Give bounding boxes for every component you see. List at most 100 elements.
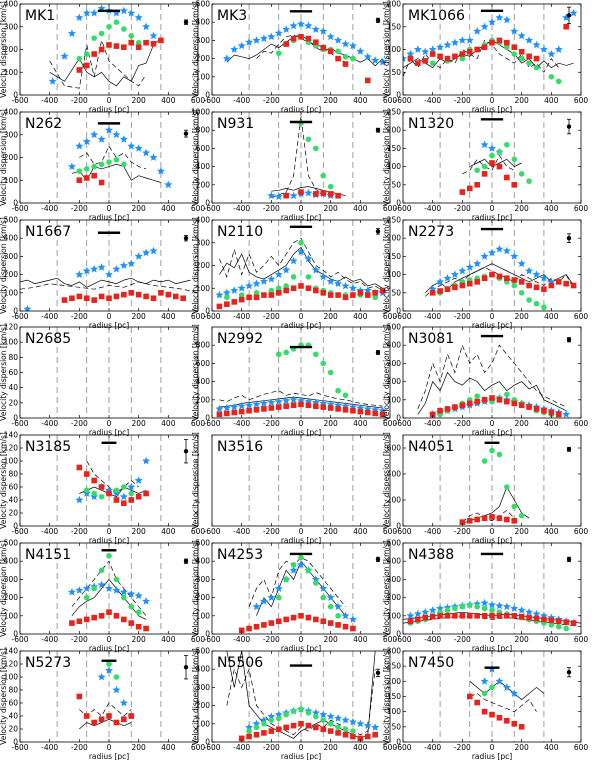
y-tick-label: 800 bbox=[196, 126, 211, 135]
star-point bbox=[517, 259, 526, 268]
dashed-line bbox=[49, 39, 147, 89]
y-tick-label: 120 bbox=[4, 323, 19, 332]
x-tick-label: 600 bbox=[574, 743, 589, 752]
square-point bbox=[313, 191, 319, 197]
square-point bbox=[459, 189, 466, 195]
star-point bbox=[502, 683, 511, 691]
circle-point bbox=[83, 51, 90, 57]
y-tick-label: 60 bbox=[8, 368, 18, 377]
square-point bbox=[563, 280, 569, 287]
star-point bbox=[458, 266, 467, 275]
square-point bbox=[429, 290, 436, 296]
y-tick-label: 400 bbox=[4, 557, 19, 566]
square-point bbox=[335, 406, 341, 412]
x-tick-label: -400 bbox=[233, 419, 250, 428]
y-tick-label: 500 bbox=[4, 539, 19, 548]
y-tick-label: 400 bbox=[4, 0, 19, 9]
square-point bbox=[555, 411, 562, 418]
star-point bbox=[245, 723, 254, 731]
y-tick-label: 400 bbox=[196, 162, 211, 171]
circle-point bbox=[113, 19, 120, 26]
circle-point bbox=[555, 623, 562, 630]
square-point bbox=[320, 290, 327, 296]
square-point bbox=[481, 275, 488, 282]
square-point bbox=[69, 620, 75, 626]
square-point bbox=[83, 295, 90, 302]
circle-point bbox=[313, 351, 319, 358]
circle-point bbox=[474, 393, 480, 399]
circle-point bbox=[268, 717, 275, 723]
star-point bbox=[502, 602, 511, 611]
x-tick-label: 600 bbox=[383, 635, 398, 644]
square-point bbox=[342, 61, 349, 67]
star-point bbox=[341, 281, 350, 290]
error-bar-point bbox=[375, 557, 381, 562]
star-point bbox=[297, 247, 305, 256]
star-point bbox=[259, 597, 268, 605]
circle-point bbox=[305, 567, 312, 574]
circle-point bbox=[135, 609, 142, 615]
circle-point bbox=[526, 60, 532, 66]
star-point bbox=[127, 8, 136, 17]
square-point bbox=[121, 716, 127, 723]
solid-line bbox=[469, 158, 522, 168]
square-point bbox=[511, 277, 518, 283]
square-point bbox=[135, 493, 142, 500]
panel-title: MK1 bbox=[25, 8, 55, 24]
square-point bbox=[504, 613, 510, 619]
x-tick-label: 0 bbox=[490, 204, 495, 213]
star-point bbox=[480, 598, 489, 607]
square-point bbox=[335, 55, 341, 62]
star-point bbox=[259, 277, 268, 285]
panel-title: N3081 bbox=[408, 331, 454, 347]
star-point bbox=[289, 395, 298, 404]
square-point bbox=[320, 44, 327, 51]
square-point bbox=[452, 284, 458, 291]
square-point bbox=[283, 403, 289, 409]
x-tick-label: -200 bbox=[263, 96, 280, 105]
star-point bbox=[134, 476, 143, 484]
square-point bbox=[496, 714, 503, 721]
star-point bbox=[245, 401, 254, 409]
square-point bbox=[429, 613, 436, 620]
square-point bbox=[504, 516, 510, 523]
circle-point bbox=[83, 487, 90, 494]
y-axis-label: Velocity dispersion [km/s] bbox=[191, 432, 200, 529]
star-point bbox=[274, 710, 283, 719]
y-tick-label: 0 bbox=[13, 199, 18, 208]
x-tick-label: -400 bbox=[424, 743, 441, 752]
square-point bbox=[283, 287, 289, 294]
circle-point bbox=[350, 55, 356, 62]
x-tick-label: 400 bbox=[544, 743, 559, 752]
star-point bbox=[149, 31, 158, 40]
star-point bbox=[237, 401, 246, 410]
square-point bbox=[143, 293, 149, 300]
circle-point bbox=[91, 585, 97, 592]
circle-point bbox=[335, 48, 341, 55]
x-axis-label: radius [pc] bbox=[472, 105, 512, 114]
y-tick-label: 20 bbox=[8, 509, 18, 518]
x-tick-label: 0 bbox=[299, 527, 304, 536]
square-point bbox=[83, 471, 90, 477]
star-point bbox=[134, 252, 143, 260]
square-point bbox=[172, 293, 179, 300]
x-tick-label: -400 bbox=[233, 743, 250, 752]
star-point bbox=[562, 13, 571, 22]
y-tick-label: 0 bbox=[205, 307, 210, 316]
circle-point bbox=[290, 708, 297, 714]
square-point bbox=[372, 410, 378, 417]
dashed-line bbox=[403, 39, 560, 77]
square-point bbox=[113, 293, 120, 300]
star-point bbox=[289, 566, 298, 574]
star-point bbox=[495, 13, 504, 22]
panel-title: N2685 bbox=[25, 331, 71, 347]
y-tick-label: 300 bbox=[4, 575, 19, 584]
x-tick-label: 200 bbox=[515, 743, 530, 752]
square-point bbox=[83, 62, 90, 69]
circle-point bbox=[444, 607, 451, 614]
x-axis-label: radius [pc] bbox=[89, 213, 129, 222]
x-tick-label: 600 bbox=[191, 96, 206, 105]
star-point bbox=[356, 719, 365, 728]
square-point bbox=[474, 46, 480, 53]
error-bar-point bbox=[375, 128, 381, 133]
